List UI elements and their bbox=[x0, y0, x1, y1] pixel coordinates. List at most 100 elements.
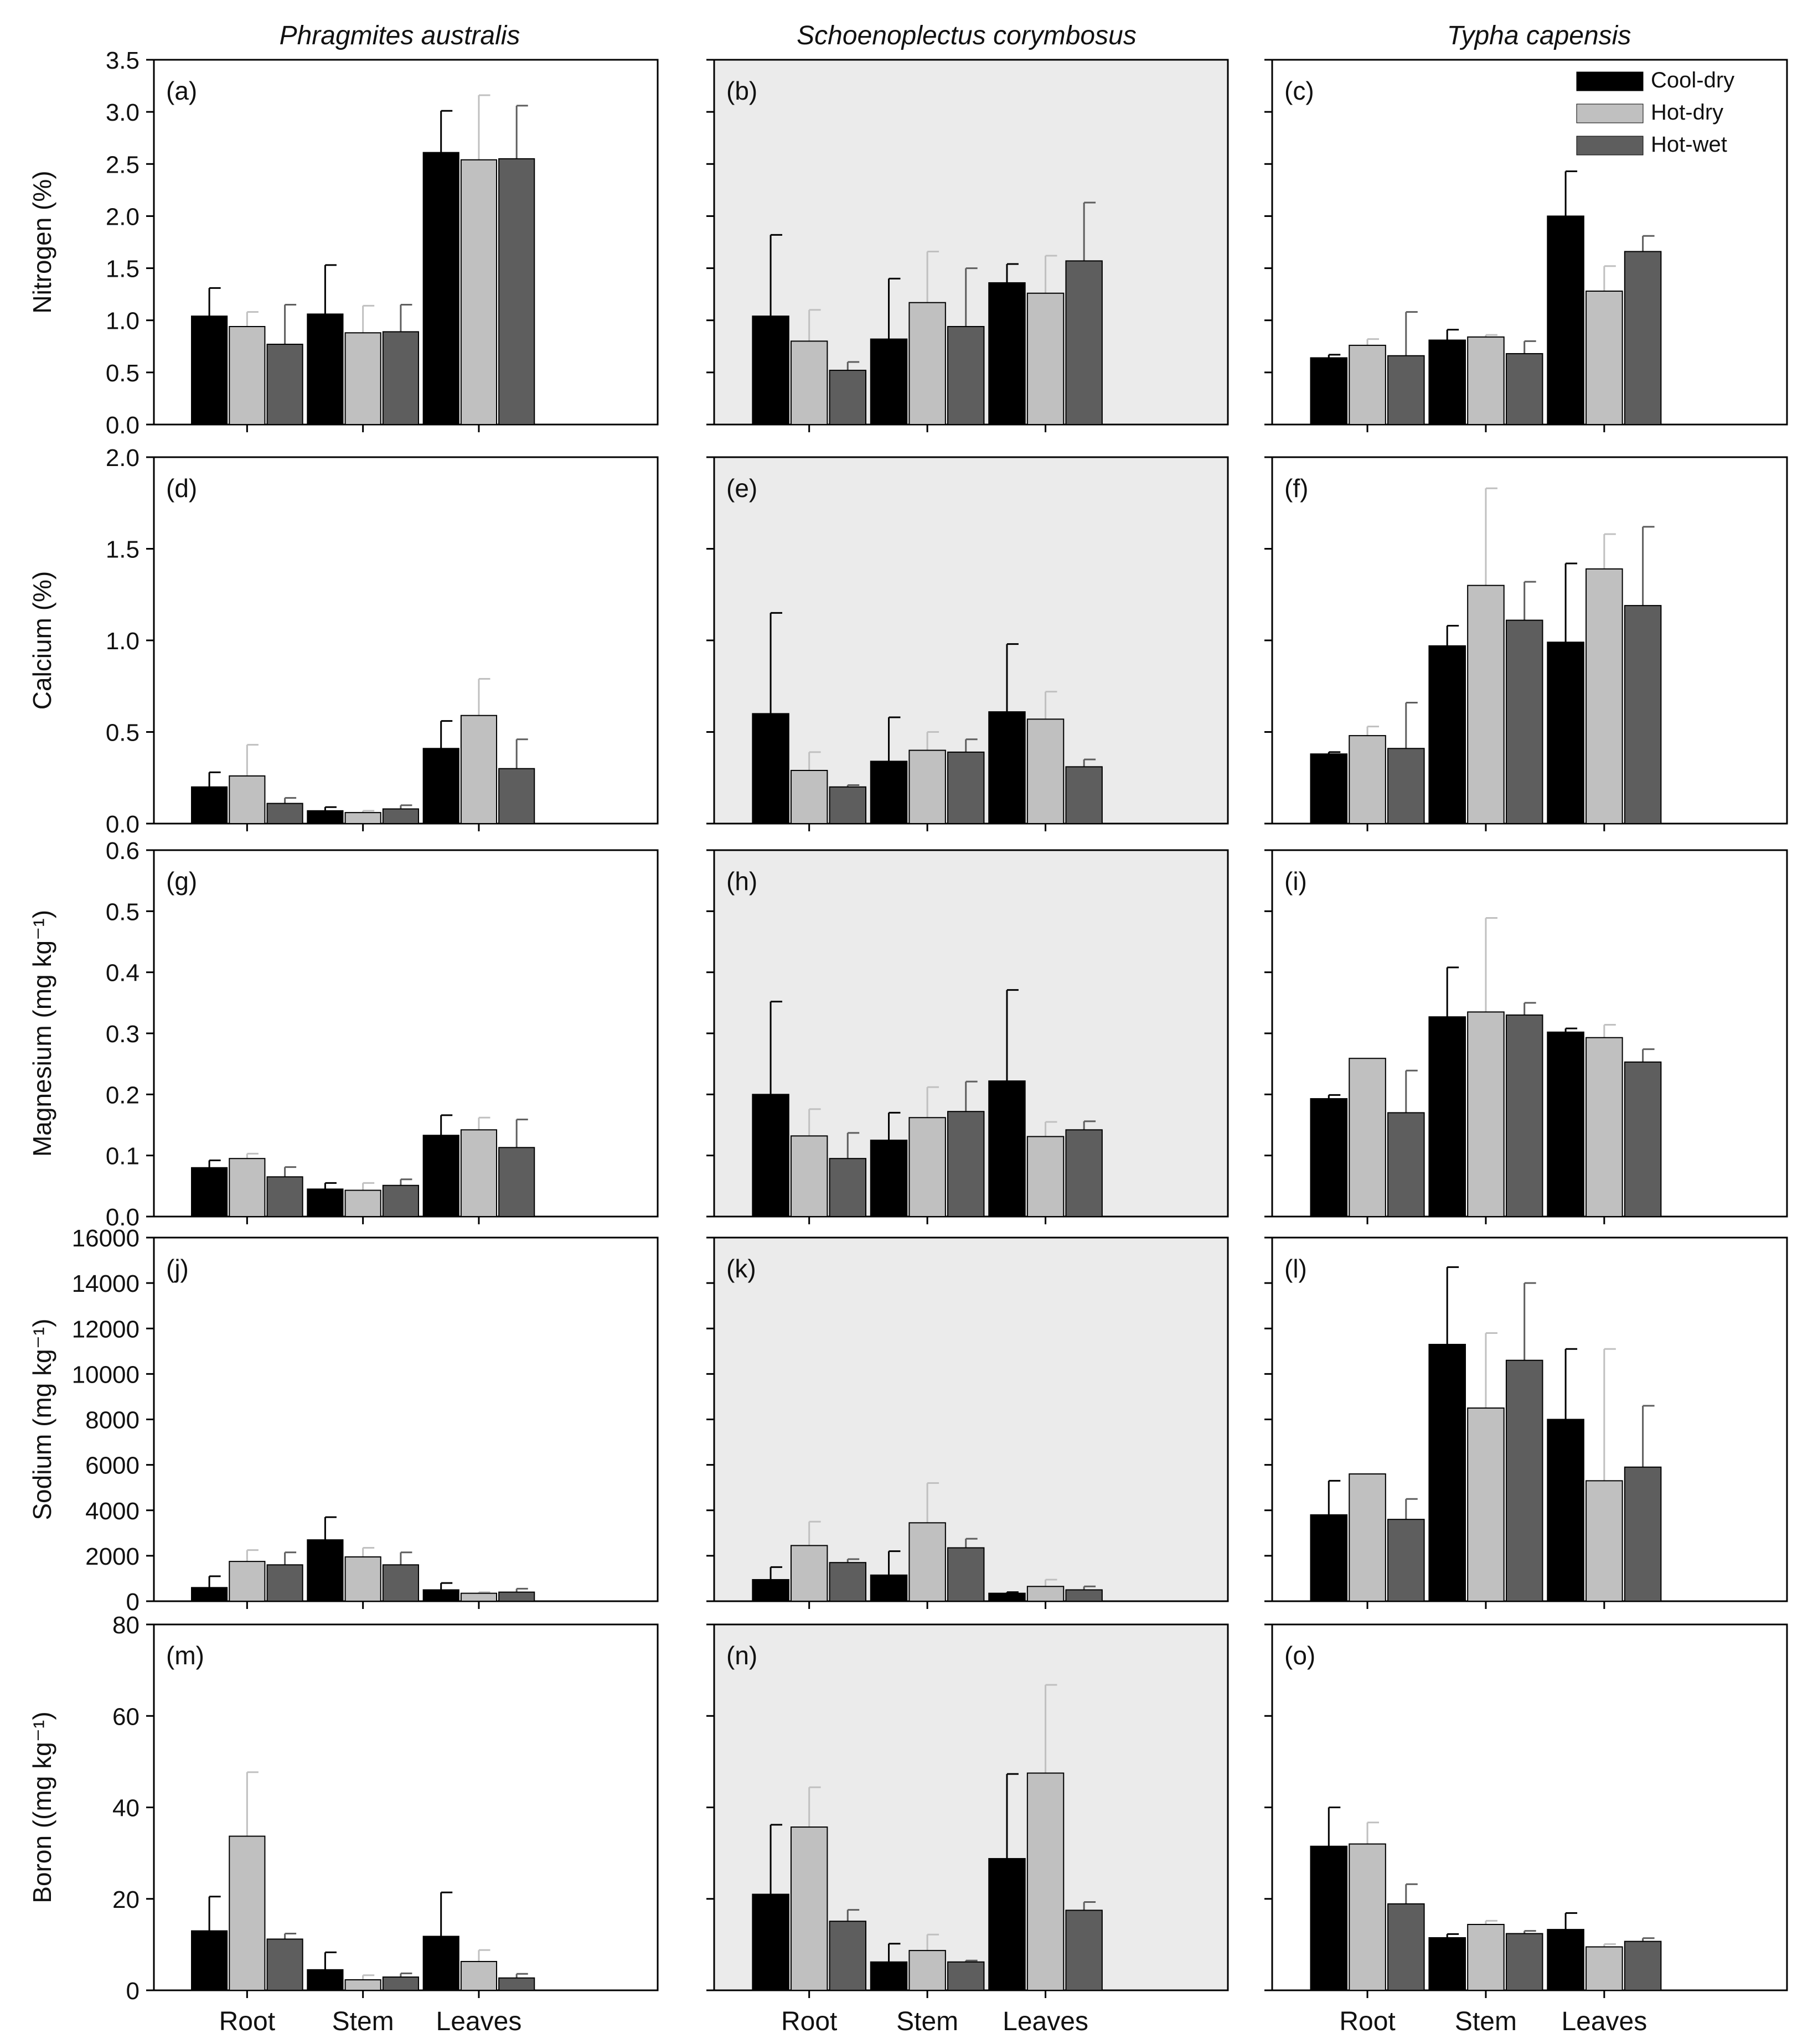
x-category-label: Leaves bbox=[1561, 2007, 1647, 2036]
bar-cool-dry-leaves bbox=[422, 1135, 459, 1217]
species-title-1: Phragmites australis bbox=[280, 21, 520, 50]
x-category-label: Stem bbox=[1455, 2007, 1517, 2036]
legend-label: Hot-wet bbox=[1651, 132, 1727, 157]
bar-hot-dry-root bbox=[229, 1561, 266, 1602]
y-tick-label: 0.5 bbox=[106, 720, 140, 747]
bar-cool-dry-leaves bbox=[422, 1589, 459, 1602]
y-tick-label: 0.6 bbox=[106, 837, 140, 865]
y-tick-label: 0.5 bbox=[106, 898, 140, 925]
panel-j: 0 2000 4000 6000 8000 10000 12000 14000 16000 (j)… bbox=[28, 1225, 659, 1616]
y-tick-label: 8000 bbox=[85, 1407, 140, 1434]
bar-hot-dry-stem bbox=[1467, 336, 1505, 426]
panel-g: 0.0 0.1 0.2 0.3 0.4 0.5 0.6 (g) Magnesium (mg kg… bbox=[28, 837, 659, 1231]
bar-hot-wet-root bbox=[829, 1158, 866, 1218]
bar-hot-wet-root bbox=[266, 803, 303, 824]
panel-i: (i) bbox=[1264, 849, 1788, 1224]
bar-hot-wet-leaves bbox=[1624, 1940, 1662, 1991]
y-axis-label: Magnesium (mg kg⁻¹) bbox=[28, 910, 56, 1157]
panel-b: (b) bbox=[706, 59, 1229, 432]
bar-cool-dry-stem bbox=[1428, 339, 1466, 426]
bar-hot-wet-stem bbox=[1505, 1933, 1543, 1991]
panel-n: (n) Root Stem Leaves bbox=[706, 1623, 1229, 2036]
bar-hot-wet-stem bbox=[382, 1564, 419, 1602]
y-tick-label: 20 bbox=[112, 1886, 140, 1913]
bar-hot-dry-root bbox=[229, 1158, 266, 1218]
y-tick-label: 12000 bbox=[72, 1316, 140, 1343]
bar-hot-dry-root bbox=[1349, 1843, 1386, 1991]
bar-cool-dry-stem bbox=[1428, 1016, 1466, 1217]
bar-hot-wet-leaves bbox=[498, 1147, 535, 1217]
y-tick-label: 0.3 bbox=[106, 1021, 140, 1048]
panel-label: (l) bbox=[1284, 1254, 1307, 1283]
bar-hot-wet-leaves bbox=[1624, 1061, 1662, 1218]
bar-cool-dry-leaves bbox=[1547, 1419, 1584, 1602]
panel-label: (d) bbox=[166, 474, 197, 503]
y-tick-label: 0 bbox=[126, 1978, 140, 2005]
y-tick-label: 0.0 bbox=[106, 811, 140, 838]
bar-hot-wet-root bbox=[829, 370, 866, 425]
bar-hot-dry-stem bbox=[344, 812, 381, 825]
bar-hot-wet-stem bbox=[947, 751, 985, 825]
bar-hot-wet-leaves bbox=[1065, 260, 1103, 425]
bar-cool-dry-stem bbox=[870, 338, 908, 425]
y-tick-label: 0.1 bbox=[106, 1143, 140, 1170]
bar-cool-dry-root bbox=[191, 786, 228, 825]
bar-cool-dry-root bbox=[1310, 1098, 1348, 1217]
species-title-3: Typha capensis bbox=[1447, 21, 1631, 50]
x-category-label: Stem bbox=[896, 2007, 958, 2036]
bar-hot-dry-leaves bbox=[1585, 1037, 1623, 1218]
bar-hot-dry-leaves bbox=[1026, 292, 1065, 426]
bar-hot-dry-stem bbox=[1467, 584, 1505, 824]
panel-o: (o) Root Stem Leaves bbox=[1264, 1623, 1788, 2036]
bar-cool-dry-root bbox=[752, 1893, 789, 1991]
panel-label: (o) bbox=[1284, 1641, 1315, 1670]
bar-hot-dry-stem bbox=[344, 1556, 381, 1602]
panel-m: 0 20 40 60 80 (m) Boron ((mg kg⁻¹) Root Stem Leav… bbox=[28, 1612, 659, 2036]
bar-hot-dry-leaves bbox=[460, 715, 498, 824]
x-category-label: Root bbox=[781, 2007, 837, 2036]
panel-e: (e) bbox=[706, 456, 1229, 831]
bar-cool-dry-leaves bbox=[1547, 641, 1584, 825]
plot-frame bbox=[153, 456, 659, 825]
bar-hot-wet-leaves bbox=[498, 1977, 535, 1991]
bar-hot-wet-root bbox=[1387, 1519, 1425, 1602]
y-tick-label: 2.5 bbox=[106, 151, 140, 178]
bar-hot-wet-stem bbox=[382, 1976, 419, 1991]
bar-cool-dry-root bbox=[1310, 1514, 1348, 1602]
bar-hot-dry-leaves bbox=[460, 1960, 498, 1991]
bar-hot-dry-stem bbox=[1467, 1011, 1505, 1217]
bar-hot-dry-leaves bbox=[1026, 718, 1065, 824]
panel-k: (k) bbox=[706, 1236, 1229, 1609]
bar-hot-dry-root bbox=[1349, 1058, 1386, 1218]
bar-cool-dry-root bbox=[191, 315, 228, 425]
y-tick-label: 16000 bbox=[72, 1225, 140, 1252]
bar-cool-dry-leaves bbox=[422, 748, 459, 825]
bar-cool-dry-stem bbox=[307, 1969, 344, 1991]
panel-label: (e) bbox=[726, 474, 757, 503]
bar-cool-dry-leaves bbox=[988, 1592, 1026, 1602]
bar-hot-dry-stem bbox=[344, 332, 381, 426]
y-tick-label: 60 bbox=[112, 1703, 140, 1730]
y-tick-label: 0.2 bbox=[106, 1081, 140, 1109]
bar-hot-dry-stem bbox=[908, 749, 946, 824]
bar-hot-wet-root bbox=[829, 1921, 866, 1991]
y-tick-label: 1.5 bbox=[106, 256, 140, 283]
y-tick-label: 1.0 bbox=[106, 628, 140, 655]
bar-hot-dry-leaves bbox=[1585, 290, 1623, 425]
bar-hot-dry-root bbox=[790, 340, 828, 425]
bar-hot-dry-leaves bbox=[1585, 1946, 1623, 1991]
y-tick-label: 4000 bbox=[85, 1498, 140, 1525]
bar-hot-wet-root bbox=[1387, 1112, 1425, 1218]
plot-frame bbox=[153, 1236, 659, 1602]
bar-hot-wet-root bbox=[266, 344, 303, 426]
bar-cool-dry-root bbox=[191, 1930, 228, 1991]
panel-label: (i) bbox=[1284, 867, 1307, 896]
bar-hot-wet-root bbox=[829, 786, 866, 825]
bar-hot-dry-leaves bbox=[1026, 1586, 1065, 1602]
bar-cool-dry-root bbox=[752, 1094, 789, 1218]
panel-h: (h) bbox=[706, 849, 1229, 1224]
bar-hot-dry-root bbox=[790, 1545, 828, 1602]
x-category-label: Root bbox=[1339, 2007, 1395, 2036]
panel-label: (j) bbox=[166, 1254, 189, 1283]
y-tick-label: 40 bbox=[112, 1795, 140, 1822]
